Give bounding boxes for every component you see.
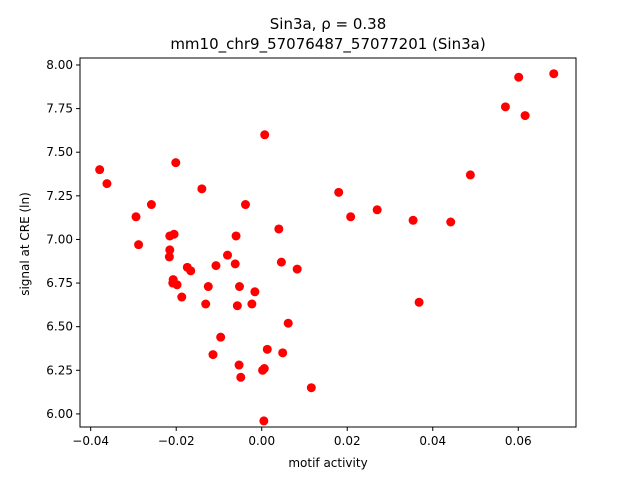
y-tick-label: 7.75 bbox=[46, 102, 73, 116]
data-point bbox=[549, 69, 559, 79]
data-point bbox=[169, 229, 179, 239]
data-point bbox=[274, 224, 284, 234]
y-tick-label: 7.00 bbox=[46, 232, 73, 246]
data-point bbox=[236, 372, 246, 382]
data-point bbox=[283, 318, 293, 328]
data-point bbox=[230, 259, 240, 269]
data-point bbox=[197, 184, 207, 194]
data-point bbox=[234, 360, 244, 370]
data-point bbox=[260, 130, 270, 140]
x-tick-label: −0.04 bbox=[72, 434, 109, 448]
data-point bbox=[203, 282, 213, 292]
x-axis-label: motif activity bbox=[288, 456, 367, 470]
data-point bbox=[446, 217, 456, 227]
data-point bbox=[232, 301, 242, 311]
data-point bbox=[216, 332, 226, 342]
data-point bbox=[177, 292, 187, 302]
data-point bbox=[250, 287, 260, 297]
data-point bbox=[131, 212, 141, 222]
data-point bbox=[231, 231, 241, 241]
data-point bbox=[164, 252, 174, 262]
x-tick-label: −0.02 bbox=[158, 434, 195, 448]
y-tick-label: 7.25 bbox=[46, 189, 73, 203]
y-tick-label: 8.00 bbox=[46, 58, 73, 72]
data-point bbox=[95, 165, 105, 175]
x-tick-label: 0.00 bbox=[248, 434, 275, 448]
data-point bbox=[201, 299, 211, 309]
data-point bbox=[372, 205, 382, 215]
y-tick-label: 6.00 bbox=[46, 407, 73, 421]
y-tick-label: 7.50 bbox=[46, 145, 73, 159]
data-point bbox=[262, 344, 272, 354]
data-point bbox=[146, 200, 156, 210]
chart-title-line-2: mm10_chr9_57076487_57077201 (Sin3a) bbox=[170, 35, 485, 54]
data-point bbox=[208, 350, 218, 360]
data-point bbox=[292, 264, 302, 274]
data-point bbox=[500, 102, 510, 112]
data-point bbox=[247, 299, 257, 309]
x-tick-label: 0.06 bbox=[505, 434, 532, 448]
data-point bbox=[306, 383, 316, 393]
x-tick-label: 0.02 bbox=[334, 434, 361, 448]
data-point bbox=[346, 212, 356, 222]
data-point bbox=[514, 72, 524, 82]
data-point bbox=[102, 179, 112, 189]
y-tick-label: 6.25 bbox=[46, 363, 73, 377]
data-point bbox=[165, 245, 175, 255]
plot-area: −0.04 −0.02 0.00 0.02 0.04 0.06 6.00 6.25 6.50 6.… bbox=[46, 57, 577, 448]
data-point bbox=[240, 200, 250, 210]
data-point bbox=[171, 158, 181, 168]
y-tick-label: 6.50 bbox=[46, 320, 73, 334]
data-point bbox=[334, 187, 344, 197]
data-point bbox=[276, 257, 286, 267]
data-point bbox=[408, 215, 418, 225]
data-point bbox=[278, 348, 288, 358]
axes-frame bbox=[79, 57, 577, 428]
data-point bbox=[211, 261, 221, 271]
data-point bbox=[234, 282, 244, 292]
y-tick-label: 6.75 bbox=[46, 276, 73, 290]
data-point bbox=[186, 266, 196, 276]
data-point bbox=[520, 111, 530, 121]
data-point bbox=[465, 170, 475, 180]
data-point bbox=[259, 364, 269, 374]
data-point bbox=[259, 416, 269, 426]
chart-title-line-1: Sin3a, ρ = 0.38 bbox=[270, 15, 387, 33]
x-tick-label: 0.04 bbox=[419, 434, 446, 448]
y-axis-label: signal at CRE (ln) bbox=[18, 192, 32, 296]
data-point bbox=[223, 250, 233, 260]
data-point bbox=[414, 297, 424, 307]
data-point bbox=[172, 280, 182, 290]
data-point bbox=[134, 240, 144, 250]
